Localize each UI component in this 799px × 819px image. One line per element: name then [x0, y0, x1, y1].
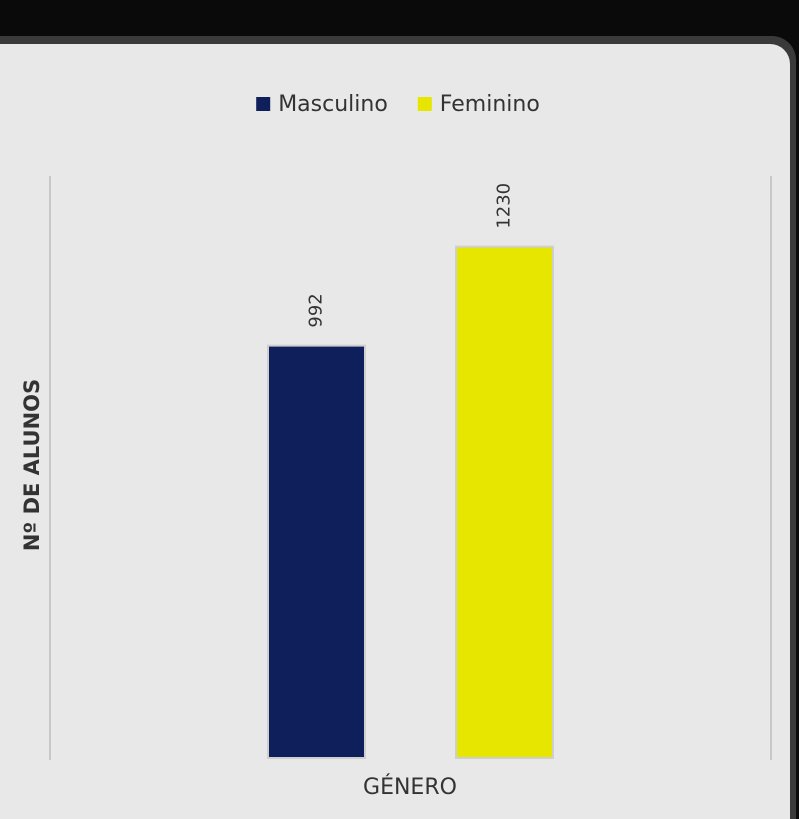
bar [267, 344, 366, 759]
x-axis-label: GÉNERO [363, 774, 457, 800]
legend-swatch [256, 97, 271, 111]
value-label: 992 [306, 293, 327, 327]
bar [455, 245, 554, 760]
legend-swatch [417, 97, 432, 111]
legend-label: Masculino [278, 92, 388, 117]
panel [0, 44, 790, 819]
value-label: 1230 [494, 183, 515, 229]
y-axis-label: Nº DE ALUNOS [20, 379, 44, 551]
legend-label: Feminino [440, 92, 540, 117]
